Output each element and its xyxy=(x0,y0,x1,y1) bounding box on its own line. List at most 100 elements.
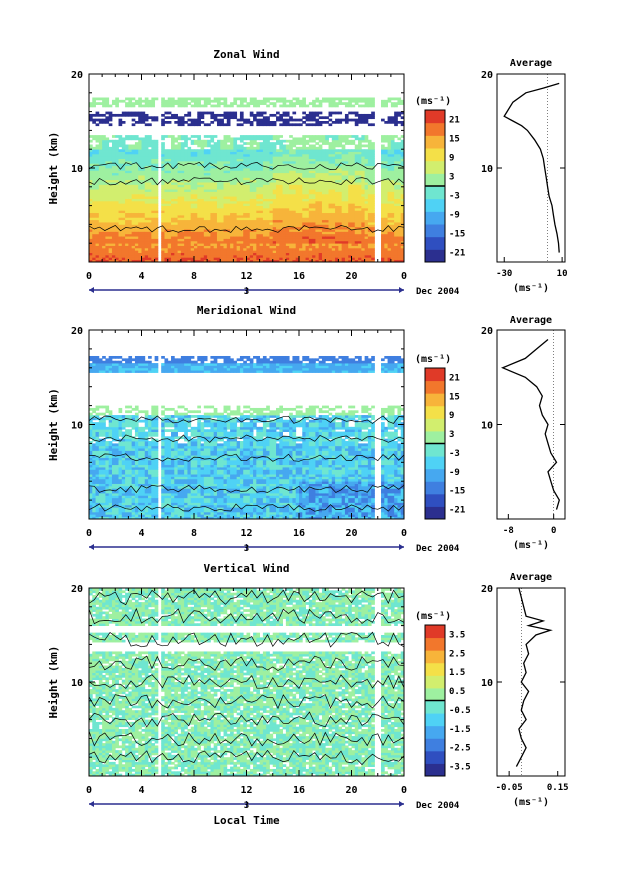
heatmap-cell xyxy=(276,142,280,145)
heatmap-cell xyxy=(246,186,251,190)
heatmap-cell xyxy=(279,243,283,246)
heatmap-cell xyxy=(125,179,129,183)
heatmap-cell xyxy=(151,236,156,239)
heatmap-cell xyxy=(348,229,352,232)
heatmap-cell xyxy=(292,104,297,108)
heatmap-cell xyxy=(108,222,113,225)
heatmap-cell xyxy=(108,233,113,237)
heatmap-cell xyxy=(102,215,106,218)
heatmap-cell xyxy=(289,179,293,183)
heatmap-cell xyxy=(98,137,103,141)
heatmap-cell xyxy=(246,102,251,105)
heatmap-cell xyxy=(171,205,175,209)
heatmap-cell xyxy=(325,200,329,204)
heatmap-cell xyxy=(134,163,139,167)
heatmap-cell xyxy=(295,118,300,122)
heatmap-cell xyxy=(256,135,261,138)
heatmap-cell xyxy=(282,175,287,178)
heatmap-cell xyxy=(223,158,228,162)
heatmap-cell xyxy=(315,257,320,261)
heatmap-cell xyxy=(125,111,129,115)
heatmap-cell xyxy=(131,172,136,176)
heatmap-cell xyxy=(134,210,139,214)
heatmap-cell xyxy=(236,240,241,244)
heatmap-cell xyxy=(210,243,215,246)
heatmap-cell xyxy=(197,243,201,246)
heatmap-cell xyxy=(128,238,133,242)
heatmap-cell xyxy=(246,222,251,225)
heatmap-cell xyxy=(266,123,270,127)
heatmap-cell xyxy=(335,193,339,197)
heatmap-cell xyxy=(200,196,205,199)
heatmap-cell xyxy=(161,203,165,206)
heatmap-cell xyxy=(115,252,119,256)
heatmap-cell xyxy=(167,153,172,157)
heatmap-cell xyxy=(364,229,369,232)
heatmap-cell xyxy=(148,250,152,253)
heatmap-cell xyxy=(190,231,195,235)
heatmap-cell xyxy=(144,186,149,190)
heatmap-cell xyxy=(256,175,261,178)
heatmap-cell xyxy=(236,238,241,242)
heatmap-cell xyxy=(111,153,116,157)
heatmap-cell xyxy=(325,182,329,185)
heatmap-cell xyxy=(302,175,306,178)
heatmap-cell xyxy=(95,182,100,185)
heatmap-cell xyxy=(253,252,257,256)
heatmap-cell xyxy=(285,212,290,216)
heatmap-cell xyxy=(266,247,270,251)
heatmap-cell xyxy=(285,238,290,242)
heatmap-cell xyxy=(125,193,129,197)
heatmap-cell xyxy=(128,254,133,258)
heatmap-cell xyxy=(108,257,113,261)
heatmap-cell xyxy=(308,210,313,214)
heatmap-cell xyxy=(335,196,339,199)
heatmap-cell xyxy=(226,175,231,178)
heatmap-cell xyxy=(315,252,320,256)
heatmap-cell xyxy=(128,179,133,183)
heatmap-cell xyxy=(226,116,231,120)
heatmap-cell xyxy=(197,240,201,244)
heatmap-cell xyxy=(98,156,103,159)
heatmap-cell xyxy=(115,224,119,228)
heatmap-cell xyxy=(312,151,316,155)
heatmap-cell xyxy=(243,168,247,171)
heatmap-cell xyxy=(256,254,261,258)
heatmap-cell xyxy=(174,158,178,162)
heatmap-cell xyxy=(348,191,352,195)
heatmap-cell xyxy=(249,236,254,239)
heatmap-cell xyxy=(200,203,205,206)
heatmap-cell xyxy=(279,236,283,239)
heatmap-cell xyxy=(335,142,339,145)
heatmap-cell xyxy=(325,172,329,176)
heatmap-cell xyxy=(318,210,323,214)
heatmap-cell xyxy=(259,245,264,249)
heatmap-cell xyxy=(318,102,323,105)
heatmap-cell xyxy=(144,243,149,246)
heatmap-cell xyxy=(256,118,261,122)
heatmap-cell xyxy=(138,189,142,192)
heatmap-cell xyxy=(141,121,146,124)
heatmap-cell xyxy=(148,160,152,164)
heatmap-cell xyxy=(289,238,293,242)
heatmap-cell xyxy=(315,207,320,211)
heatmap-cell xyxy=(121,113,126,117)
heatmap-cell xyxy=(272,224,277,228)
heatmap-cell xyxy=(134,205,139,209)
heatmap-cell xyxy=(148,217,152,221)
heatmap-cell xyxy=(358,207,362,211)
heatmap-cell xyxy=(328,186,333,190)
heatmap-cell xyxy=(102,172,106,176)
heatmap-cell xyxy=(141,137,146,141)
heatmap-cell xyxy=(321,250,326,253)
heatmap-cell xyxy=(92,121,96,124)
heatmap-cell xyxy=(246,189,251,192)
heatmap-cell xyxy=(111,212,116,216)
heatmap-cell xyxy=(92,224,96,228)
heatmap-cell xyxy=(167,99,172,103)
heatmap-cell xyxy=(236,170,241,174)
heatmap-cell xyxy=(200,182,205,185)
heatmap-cell xyxy=(190,243,195,246)
heatmap-cell xyxy=(180,123,185,127)
heatmap-cell xyxy=(354,229,359,232)
